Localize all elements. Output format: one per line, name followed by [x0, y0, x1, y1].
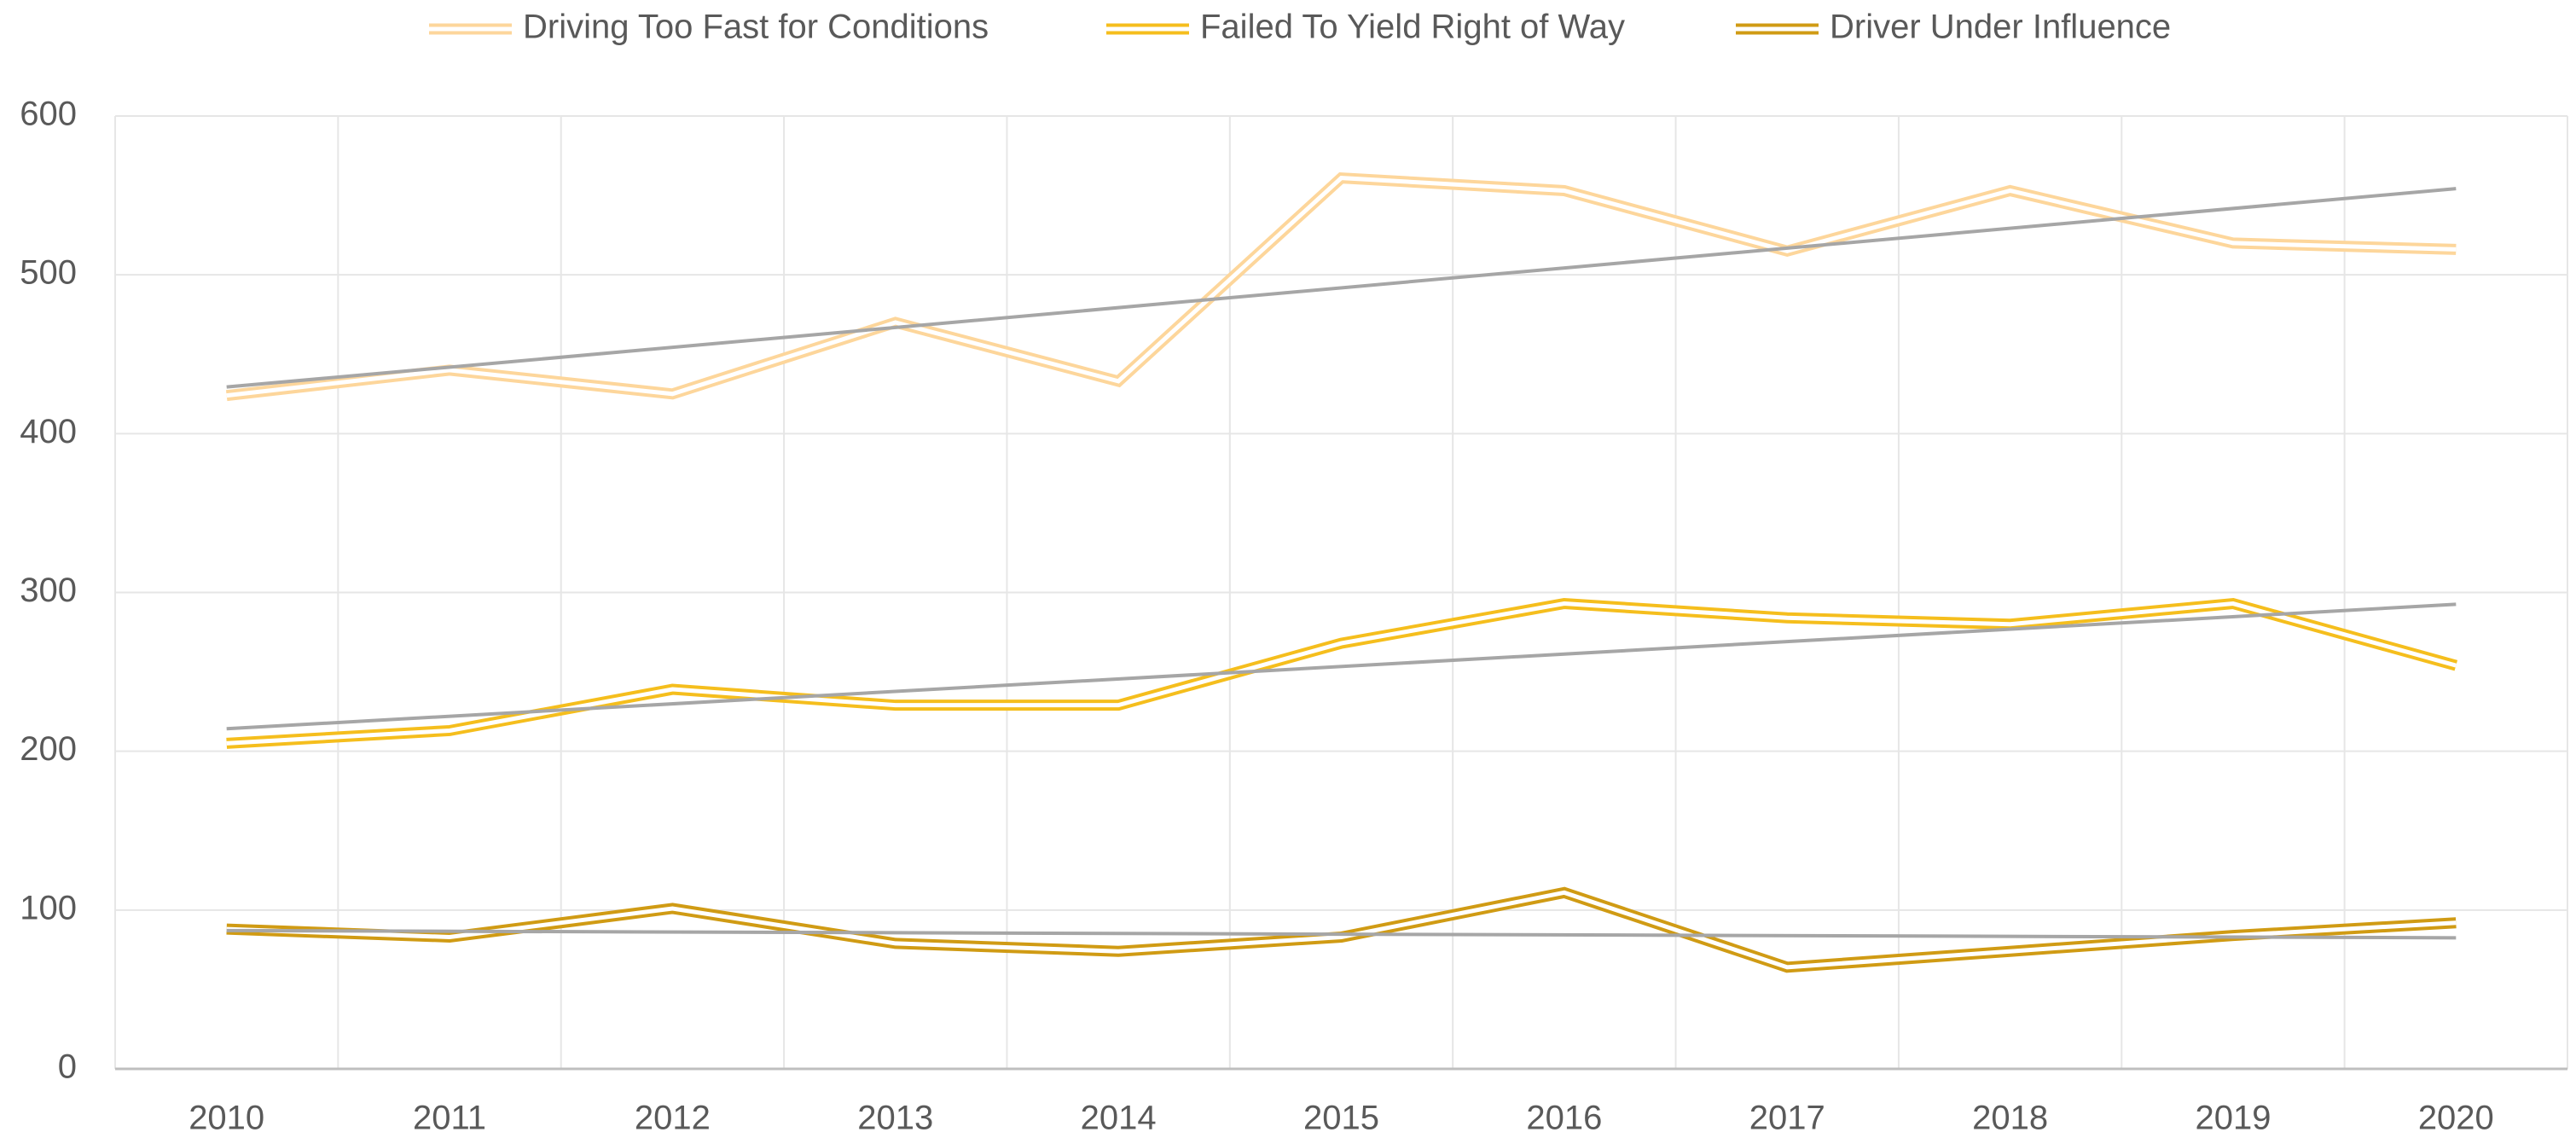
- x-tick-label: 2017: [1749, 1100, 1825, 1132]
- y-tick-label: 100: [20, 889, 77, 926]
- y-tick-label: 400: [20, 413, 77, 450]
- legend-label: Failed To Yield Right of Way: [1200, 9, 1625, 46]
- y-tick-label: 200: [20, 730, 77, 768]
- y-tick-label: 600: [20, 96, 77, 133]
- series-line-inner: [226, 890, 2457, 970]
- x-tick-label: 2014: [1081, 1100, 1157, 1132]
- series-line-inner: [226, 601, 2457, 746]
- x-tick-label: 2018: [1972, 1100, 2048, 1132]
- x-tick-label: 2016: [1526, 1100, 1602, 1132]
- y-tick-label: 500: [20, 254, 77, 292]
- x-tick-label: 2011: [413, 1100, 486, 1132]
- x-tick-label: 2012: [635, 1100, 711, 1132]
- y-tick-label: 300: [20, 572, 77, 609]
- x-tick-label: 2019: [2195, 1100, 2271, 1132]
- trendline: [226, 187, 2457, 389]
- x-tick-label: 2013: [857, 1100, 933, 1132]
- x-tick-label: 2020: [2418, 1100, 2494, 1132]
- series-line-inner: [226, 176, 2457, 398]
- legend-label: Driving Too Fast for Conditions: [523, 9, 989, 46]
- x-tick-label: 2010: [189, 1100, 264, 1132]
- x-tick-label: 2015: [1303, 1100, 1379, 1132]
- trendline: [226, 602, 2457, 731]
- y-tick-label: 0: [58, 1048, 77, 1086]
- legend-label: Driver Under Influence: [1830, 9, 2171, 46]
- trendline: [226, 928, 2457, 940]
